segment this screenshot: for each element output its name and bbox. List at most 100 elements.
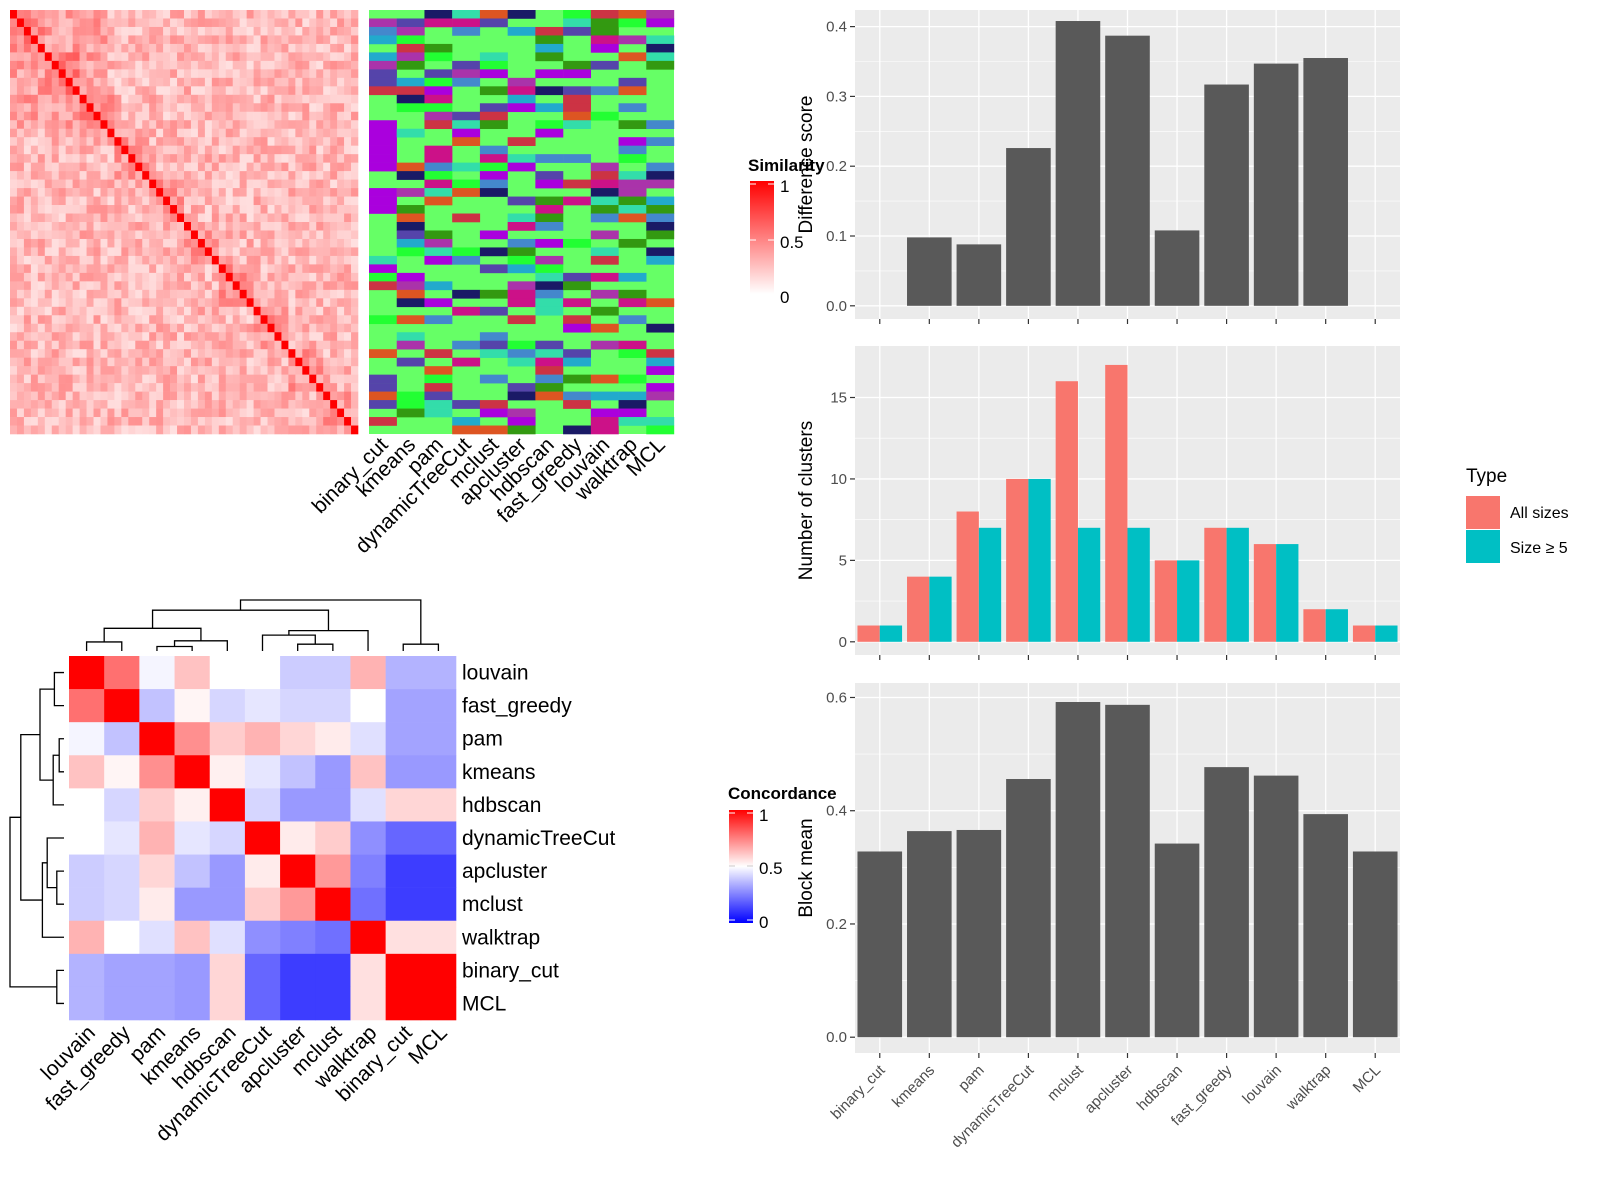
similarity-cell [302, 238, 310, 248]
similarity-cell [190, 52, 199, 62]
cluster-cell [507, 10, 536, 19]
similarity-cell [156, 213, 164, 223]
similarity-cell [121, 323, 129, 333]
similarity-cell [184, 128, 192, 138]
similarity-cell [30, 111, 39, 121]
similarity-cell [302, 366, 310, 375]
cluster-cell [396, 188, 425, 197]
similarity-cell [72, 18, 80, 28]
similarity-cell [170, 408, 178, 418]
similarity-cell [79, 391, 87, 401]
similarity-cell [239, 366, 247, 375]
similarity-cell [232, 383, 240, 392]
similarity-cell [288, 374, 296, 384]
similarity-cell [260, 315, 268, 325]
similarity-cell [114, 332, 122, 342]
similarity-cell [107, 349, 115, 358]
similarity-cell [204, 103, 213, 113]
similarity-cell [302, 298, 310, 308]
similarity-cell [72, 383, 80, 392]
similarity-cell [316, 298, 324, 308]
similarity-cell [204, 60, 213, 70]
similarity-cell [218, 26, 227, 36]
similarity-tick-0.5: 0.5 [780, 233, 804, 252]
similarity-cell [177, 94, 185, 104]
similarity-cell [309, 264, 317, 274]
similarity-cell [232, 281, 240, 291]
similarity-cell [232, 162, 240, 172]
similarity-cell [239, 213, 247, 223]
similarity-cell [135, 162, 143, 172]
bar [1253, 63, 1299, 306]
similarity-cell [10, 145, 18, 155]
similarity-cell [337, 323, 345, 333]
similarity-cell [30, 298, 39, 308]
similarity-cell [37, 60, 46, 70]
similarity-cell [351, 111, 359, 121]
concordance-cell [280, 986, 316, 1021]
similarity-cell [330, 35, 338, 45]
similarity-cell [316, 196, 324, 206]
similarity-cell [30, 425, 39, 435]
similarity-cell [93, 374, 101, 384]
similarity-cell [79, 171, 87, 180]
similarity-cell [267, 264, 275, 274]
cluster-cell [646, 349, 675, 358]
similarity-cell [37, 43, 46, 53]
similarity-cell [51, 255, 60, 265]
similarity-cell [316, 120, 324, 130]
bar [1303, 58, 1348, 306]
similarity-cell [121, 247, 129, 257]
cluster-cell [618, 408, 647, 418]
similarity-cell [316, 35, 324, 45]
concordance-cell [385, 788, 422, 822]
similarity-cell [100, 332, 108, 342]
similarity-cell [225, 77, 234, 87]
similarity-cell [149, 18, 157, 28]
similarity-cell [128, 26, 136, 36]
similarity-cell [142, 264, 150, 274]
similarity-cell [316, 332, 324, 342]
similarity-cell [114, 94, 122, 104]
similarity-cell [225, 188, 234, 197]
similarity-cell [30, 213, 39, 223]
similarity-cell [281, 238, 289, 248]
similarity-cell [93, 213, 101, 223]
similarity-cell [107, 35, 115, 45]
cluster-cell [618, 315, 647, 325]
similarity-cell [114, 383, 122, 392]
similarity-cell [128, 52, 136, 62]
cluster-cell [424, 366, 453, 375]
similarity-cell [337, 43, 345, 53]
similarity-cell [190, 154, 199, 163]
similarity-cell [79, 264, 87, 274]
similarity-cell [58, 264, 66, 274]
similarity-cell [121, 137, 129, 146]
similarity-cell [86, 230, 94, 240]
similarity-cell [163, 391, 171, 401]
cluster-cell [396, 222, 425, 231]
similarity-cell [218, 103, 227, 113]
similarity-cell [142, 238, 150, 248]
similarity-cell [197, 162, 206, 172]
similarity-cell [177, 77, 185, 87]
similarity-cell [30, 60, 39, 70]
similarity-cell [281, 374, 289, 384]
similarity-cell [156, 120, 164, 130]
similarity-cell [72, 86, 80, 96]
similarity-cell [323, 43, 331, 53]
similarity-cell [295, 162, 303, 172]
similarity-cell [281, 391, 289, 401]
similarity-cell [170, 213, 178, 223]
similarity-cell [288, 230, 296, 240]
cluster-cell [563, 323, 592, 333]
bar-size-ge-5 [1177, 560, 1200, 642]
concordance-row-label: binary_cut [462, 959, 559, 982]
similarity-cell [281, 43, 289, 53]
similarity-cell [218, 289, 227, 299]
similarity-cell [114, 43, 122, 53]
cluster-cell [507, 103, 536, 113]
similarity-legend: Similarity 1 0.5 0 [748, 156, 825, 307]
similarity-cell [184, 374, 192, 384]
similarity-cell [211, 94, 220, 104]
